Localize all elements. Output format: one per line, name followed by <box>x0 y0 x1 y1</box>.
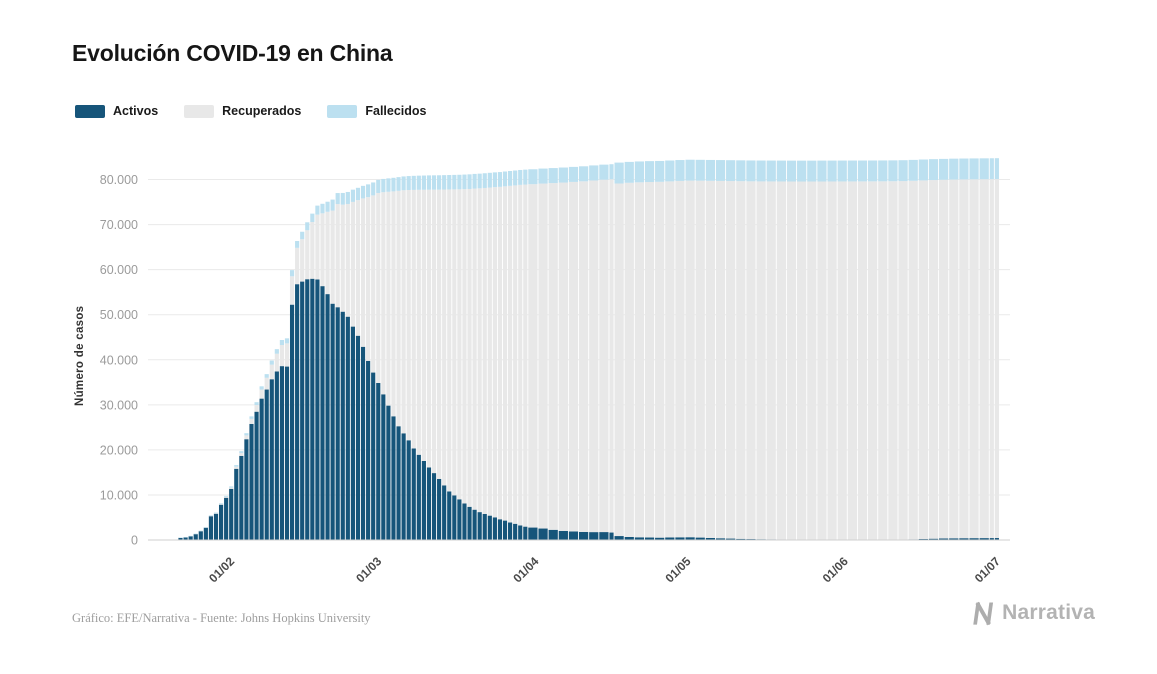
stacked-bar-chart: 0 10.000 20.000 30.000 40.000 50.000 60.000 70.… <box>100 158 1010 585</box>
svg-text:01/04: 01/04 <box>510 554 541 585</box>
fallecidos-swatch-icon <box>327 104 358 118</box>
svg-text:70.000: 70.000 <box>100 218 138 232</box>
svg-text:40.000: 40.000 <box>100 353 138 367</box>
svg-text:30.000: 30.000 <box>100 398 138 412</box>
svg-text:0: 0 <box>131 534 138 548</box>
svg-text:01/05: 01/05 <box>662 554 693 585</box>
recuperados-swatch-icon <box>184 104 215 118</box>
page-title: Evolución COVID-19 en China <box>72 40 393 66</box>
svg-text:01/06: 01/06 <box>820 554 851 585</box>
svg-text:80.000: 80.000 <box>100 173 138 187</box>
svg-text:01/07: 01/07 <box>972 554 1003 585</box>
narrativa-logo-text: Narrativa <box>1002 601 1095 624</box>
svg-text:01/03: 01/03 <box>353 554 384 585</box>
legend-item-activos: Activos <box>75 104 158 118</box>
legend-item-fallecidos: Fallecidos <box>327 104 427 118</box>
svg-text:60.000: 60.000 <box>100 263 138 277</box>
legend-item-recuperados: Recuperados <box>184 104 301 118</box>
svg-text:01/02: 01/02 <box>206 554 237 585</box>
narrativa-n-icon <box>973 601 994 626</box>
legend-label-activos: Activos <box>113 104 159 118</box>
narrativa-logo: Narrativa <box>972 600 1095 626</box>
svg-text:50.000: 50.000 <box>100 308 138 322</box>
legend-label-fallecidos: Fallecidos <box>365 104 427 118</box>
activos-swatch-icon <box>75 104 105 118</box>
legend-label-recuperados: Recuperados <box>222 104 302 118</box>
svg-text:10.000: 10.000 <box>100 488 138 502</box>
source-credit: Gráfico: EFE/Narrativa - Fuente: Johns H… <box>72 611 371 625</box>
svg-text:20.000: 20.000 <box>100 443 138 457</box>
legend: Activos Recuperados Fallecidos <box>75 104 427 118</box>
